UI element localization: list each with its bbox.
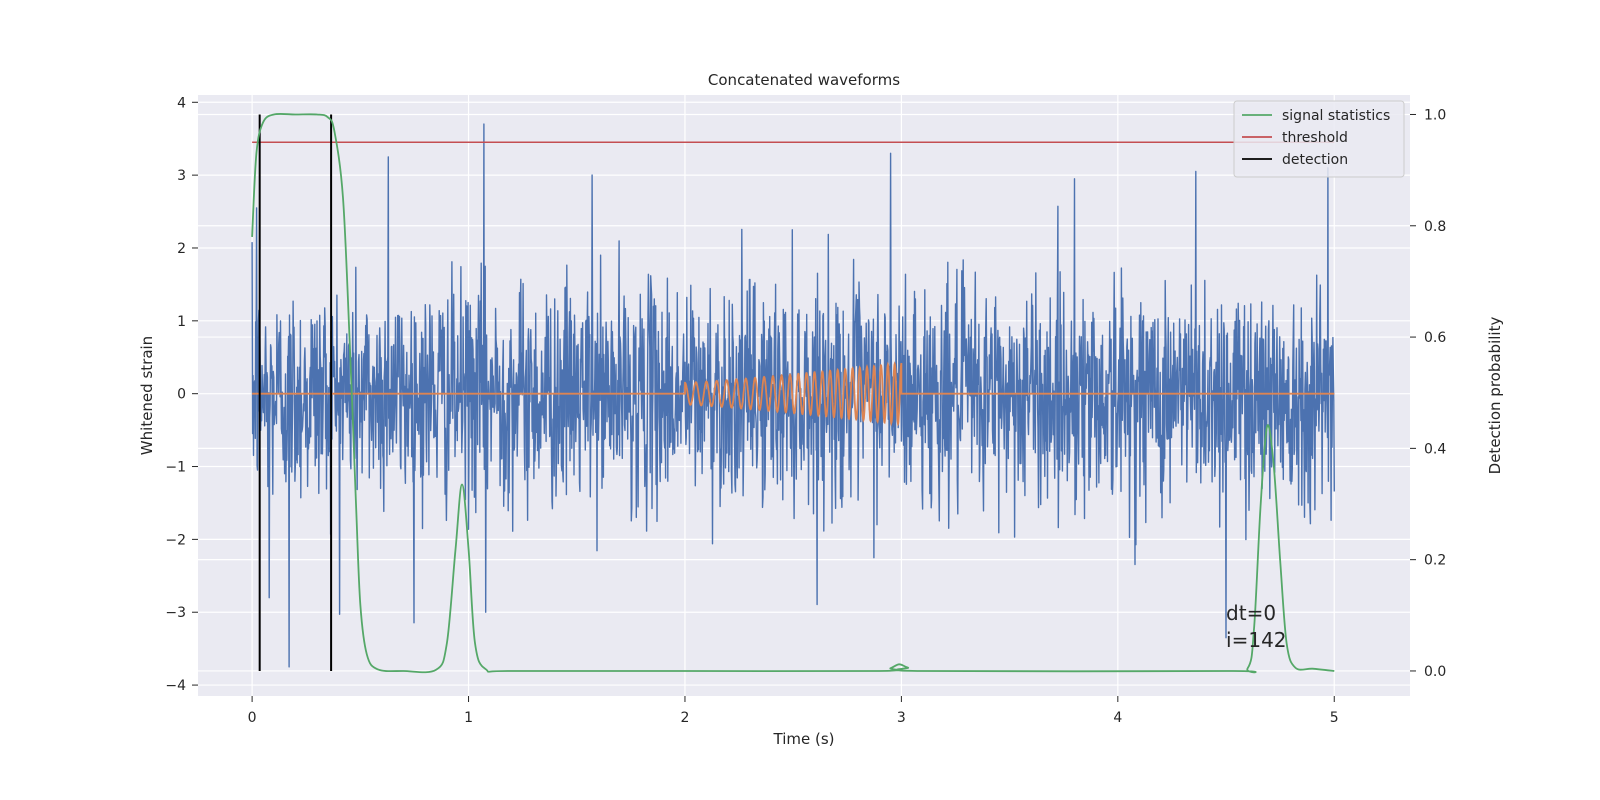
y2-tick-label-4: 0.8 xyxy=(1424,219,1446,235)
annotation: dt=0 i=142 xyxy=(1226,601,1287,652)
y-tick-label-8: 4 xyxy=(177,95,186,111)
x-tick-label-4: 4 xyxy=(1113,710,1122,726)
y-tick-label-7: 3 xyxy=(177,168,186,184)
y2-tick-label-0: 0.0 xyxy=(1424,664,1446,680)
y-axis-ticks: −4 −3 −2 −1 0 1 2 3 4 xyxy=(165,95,198,694)
y-tick-label-6: 2 xyxy=(177,241,186,257)
y2-axis-label: Detection probability xyxy=(1486,317,1504,475)
x-tick-label-5: 5 xyxy=(1330,710,1339,726)
annotation-line-i: i=142 xyxy=(1226,628,1287,652)
chart-title: Concatenated waveforms xyxy=(708,71,900,89)
x-axis-ticks: 0 1 2 3 4 5 xyxy=(248,696,1339,726)
x-tick-label-0: 0 xyxy=(248,710,257,726)
y-tick-label-5: 1 xyxy=(177,314,186,330)
legend: signal statistics threshold detection xyxy=(1233,100,1405,178)
plot-content xyxy=(251,112,1335,674)
x-tick-label-3: 3 xyxy=(897,710,906,726)
legend-label-statistic: signal statistics xyxy=(1282,108,1390,124)
y2-axis-ticks: 0.0 0.2 0.4 0.6 0.8 1.0 xyxy=(1410,107,1446,680)
y2-tick-label-5: 1.0 xyxy=(1424,107,1446,123)
y-tick-label-3: −1 xyxy=(165,460,186,476)
y-axis-label: Whitened strain xyxy=(138,336,156,455)
y2-tick-label-1: 0.2 xyxy=(1424,553,1446,569)
legend-label-threshold: threshold xyxy=(1282,130,1348,146)
series-injection-line xyxy=(252,361,1335,427)
x-tick-label-2: 2 xyxy=(681,710,690,726)
y-tick-label-0: −4 xyxy=(165,678,186,694)
y2-tick-label-2: 0.4 xyxy=(1424,441,1446,457)
legend-label-detection: detection xyxy=(1282,152,1348,168)
y2-tick-label-3: 0.6 xyxy=(1424,330,1446,346)
x-axis-label: Time (s) xyxy=(773,730,835,748)
y-tick-label-1: −3 xyxy=(165,605,186,621)
y-tick-label-2: −2 xyxy=(165,532,186,548)
legend-box xyxy=(1233,100,1405,178)
y-tick-label-4: 0 xyxy=(177,387,186,403)
series-statistic-line xyxy=(251,112,1335,674)
series-detection-lines xyxy=(258,114,333,671)
x-tick-label-1: 1 xyxy=(464,710,473,726)
annotation-line-dt: dt=0 xyxy=(1226,601,1276,625)
